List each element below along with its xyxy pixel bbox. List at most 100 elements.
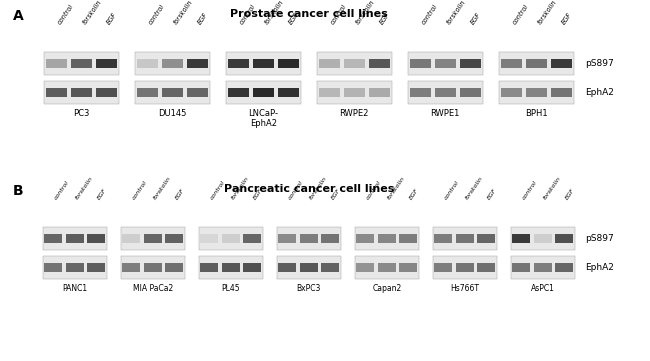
Bar (534, 234, 552, 243)
Bar (460, 88, 480, 97)
Text: control: control (512, 3, 530, 25)
Bar (355, 256, 419, 279)
Text: forskolin: forskolin (445, 0, 467, 25)
Text: forskolin: forskolin (231, 175, 250, 200)
Bar (319, 88, 340, 97)
Text: control: control (443, 179, 460, 200)
Bar (122, 263, 140, 272)
Text: control: control (239, 3, 257, 25)
Bar (43, 256, 107, 279)
Bar (228, 59, 249, 68)
Bar (277, 227, 341, 250)
Bar (137, 59, 158, 68)
Bar (434, 234, 452, 243)
Text: Prostate cancer cell lines: Prostate cancer cell lines (230, 9, 387, 19)
Text: forskolin: forskolin (354, 0, 376, 25)
Bar (551, 59, 571, 68)
Bar (46, 59, 67, 68)
Bar (512, 263, 530, 272)
Bar (555, 234, 573, 243)
Text: pS897: pS897 (585, 59, 614, 68)
Text: forskolin: forskolin (536, 0, 558, 25)
Bar (277, 256, 341, 279)
Bar (162, 59, 183, 68)
Bar (71, 88, 92, 97)
Text: control: control (330, 3, 348, 25)
Text: BPH1: BPH1 (525, 109, 547, 118)
Text: DU145: DU145 (158, 109, 187, 118)
Text: control: control (209, 179, 226, 200)
Text: EGF: EGF (330, 187, 341, 200)
Bar (44, 81, 118, 104)
Bar (87, 263, 105, 272)
Bar (66, 263, 84, 272)
Bar (122, 234, 140, 243)
Bar (300, 263, 318, 272)
Bar (356, 263, 374, 272)
Bar (71, 59, 92, 68)
Bar (44, 234, 62, 243)
Bar (243, 263, 261, 272)
Text: EGF: EGF (197, 11, 209, 25)
Bar (378, 234, 396, 243)
Text: EGF: EGF (174, 187, 185, 200)
Text: control: control (287, 179, 304, 200)
Bar (253, 59, 274, 68)
Text: EGF: EGF (486, 187, 497, 200)
Bar (456, 263, 474, 272)
Bar (222, 263, 240, 272)
Text: EphA2: EphA2 (585, 263, 614, 272)
Bar (222, 234, 240, 243)
Bar (369, 59, 389, 68)
Bar (278, 234, 296, 243)
Bar (512, 234, 530, 243)
Bar (433, 256, 497, 279)
Text: control: control (365, 179, 382, 200)
Text: forskolin: forskolin (263, 0, 285, 25)
Bar (199, 227, 263, 250)
Bar (344, 59, 365, 68)
Text: pS897: pS897 (585, 234, 614, 243)
Bar (355, 227, 419, 250)
Bar (526, 59, 547, 68)
Text: PC3: PC3 (73, 109, 90, 118)
Bar (321, 234, 339, 243)
Text: EGF: EGF (470, 11, 482, 25)
Text: B: B (13, 184, 23, 198)
Bar (121, 227, 185, 250)
Bar (200, 234, 218, 243)
Bar (434, 263, 452, 272)
Bar (66, 234, 84, 243)
Text: MIA PaCa2: MIA PaCa2 (133, 284, 173, 293)
Text: EGF: EGF (96, 187, 107, 200)
Bar (555, 263, 573, 272)
Bar (96, 59, 116, 68)
Text: forskolin: forskolin (81, 0, 103, 25)
Text: EGF: EGF (408, 187, 419, 200)
Text: Hs766T: Hs766T (450, 284, 479, 293)
Bar (435, 88, 456, 97)
Text: EphA2: EphA2 (585, 88, 614, 97)
Bar (477, 263, 495, 272)
Bar (408, 81, 482, 104)
Bar (165, 234, 183, 243)
Text: EGF: EGF (288, 11, 300, 25)
Bar (278, 59, 298, 68)
Bar (135, 81, 209, 104)
Bar (187, 88, 207, 97)
Bar (499, 52, 573, 75)
Text: PL45: PL45 (222, 284, 240, 293)
Bar (43, 227, 107, 250)
Bar (200, 263, 218, 272)
Bar (300, 234, 318, 243)
Bar (46, 88, 67, 97)
Bar (399, 263, 417, 272)
Bar (228, 88, 249, 97)
Text: forskolin: forskolin (75, 175, 94, 200)
Bar (137, 88, 158, 97)
Bar (499, 81, 573, 104)
Bar (96, 88, 116, 97)
Bar (356, 234, 374, 243)
Text: control: control (148, 3, 166, 25)
Text: PANC1: PANC1 (62, 284, 87, 293)
